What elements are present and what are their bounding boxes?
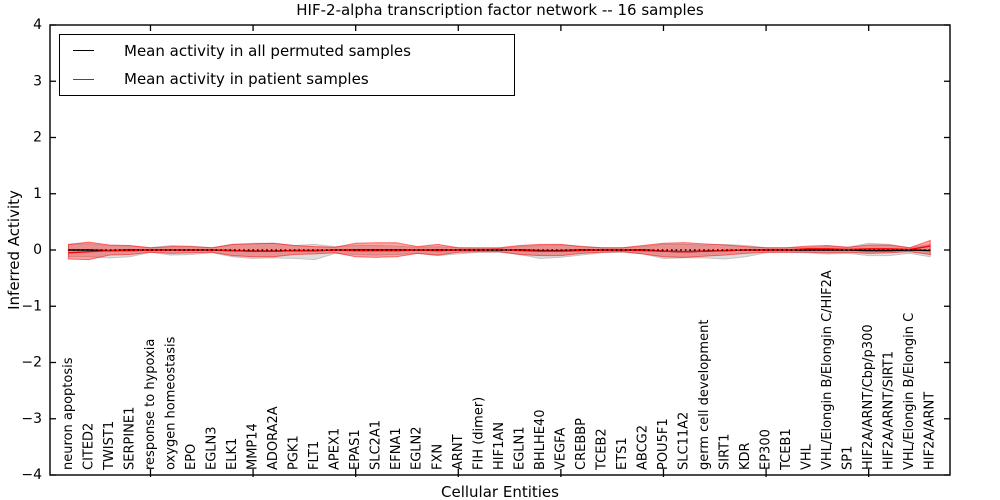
x-category-label: ABCG2 bbox=[635, 425, 650, 470]
x-category-label: SLC2A1 bbox=[369, 420, 384, 470]
x-category-label: ELK1 bbox=[225, 438, 240, 470]
x-category-label: HIF2A/ARNT/SIRT1 bbox=[882, 351, 897, 470]
y-tick-label: 0 bbox=[33, 242, 42, 258]
patient-line-swatch bbox=[73, 78, 94, 80]
x-category-label: FLT1 bbox=[307, 441, 322, 470]
y-tick-label: −1 bbox=[21, 298, 42, 314]
x-category-label: HIF2A/ARNT/Cbp/p300 bbox=[861, 324, 876, 470]
x-category-label: EP300 bbox=[759, 429, 774, 470]
x-category-label: TCEB2 bbox=[594, 428, 609, 471]
chart-title: HIF-2-alpha transcription factor network… bbox=[296, 1, 704, 19]
x-category-label: SIRT1 bbox=[718, 434, 733, 470]
legend-label: Mean activity in patient samples bbox=[124, 70, 369, 89]
x-category-label: VHL/Elongin B/Elongin C bbox=[902, 313, 917, 470]
y-tick-label: 4 bbox=[33, 17, 42, 33]
y-tick-label: 1 bbox=[33, 186, 42, 202]
x-category-label: EPO bbox=[184, 444, 199, 470]
x-category-label: SP1 bbox=[841, 446, 856, 470]
x-category-label: FIH (dimer) bbox=[471, 397, 486, 470]
x-category-label: response to hypoxia bbox=[143, 339, 158, 470]
x-category-label: CITED2 bbox=[81, 423, 96, 470]
x-category-label: MMP14 bbox=[246, 423, 261, 470]
x-category-label: ETS1 bbox=[615, 437, 630, 470]
y-tick-label: −2 bbox=[21, 355, 42, 371]
x-category-label: APEX1 bbox=[328, 428, 343, 470]
y-tick-label: −4 bbox=[21, 467, 42, 483]
x-category-label: EGLN2 bbox=[410, 426, 425, 470]
x-category-label: HIF1AN bbox=[492, 422, 507, 470]
x-category-label: SERPINE1 bbox=[122, 407, 137, 470]
x-category-label: CREBBP bbox=[574, 418, 589, 470]
y-axis-title: Inferred Activity bbox=[5, 190, 23, 310]
x-category-label: BHLHE40 bbox=[533, 410, 548, 470]
x-category-label: EGLN3 bbox=[205, 426, 220, 470]
x-category-label: neuron apoptosis bbox=[61, 357, 76, 470]
legend-label: Mean activity in all permuted samples bbox=[124, 41, 411, 60]
legend-item-permuted: Mean activity in all permuted samples bbox=[60, 38, 514, 64]
x-category-label: EPAS1 bbox=[348, 429, 363, 470]
x-category-label: VHL/Elongin B/Elongin C/HIF2A bbox=[820, 270, 835, 470]
x-category-label: VEGFA bbox=[553, 428, 568, 470]
x-category-label: germ cell development bbox=[697, 320, 712, 470]
x-category-label: VHL bbox=[800, 443, 815, 470]
x-category-label: oxygen homeostasis bbox=[164, 336, 179, 470]
x-category-label: HIF2A/ARNT bbox=[923, 392, 938, 470]
x-category-label: TCEB1 bbox=[779, 428, 794, 471]
x-category-label: SLC11A2 bbox=[677, 412, 692, 470]
x-category-label: TWIST1 bbox=[102, 421, 117, 471]
x-category-label: EFNA1 bbox=[389, 427, 404, 470]
x-category-label: POU5F1 bbox=[656, 418, 671, 470]
x-axis-title: Cellular Entities bbox=[441, 483, 559, 500]
legend: Mean activity in all permuted samples Me… bbox=[59, 34, 515, 96]
permuted-line-swatch bbox=[73, 50, 94, 52]
x-category-label: EGLN1 bbox=[512, 426, 527, 470]
x-category-label: ADORA2A bbox=[266, 406, 281, 470]
x-category-label: KDR bbox=[738, 442, 753, 470]
legend-item-patient: Mean activity in patient samples bbox=[60, 66, 514, 92]
y-tick-label: 2 bbox=[33, 130, 42, 146]
x-category-label: PGK1 bbox=[287, 435, 302, 470]
y-tick-label: 3 bbox=[33, 73, 42, 89]
y-tick-label: −3 bbox=[21, 411, 42, 427]
x-category-label: ARNT bbox=[451, 434, 466, 470]
x-category-label: FXN bbox=[430, 444, 445, 470]
